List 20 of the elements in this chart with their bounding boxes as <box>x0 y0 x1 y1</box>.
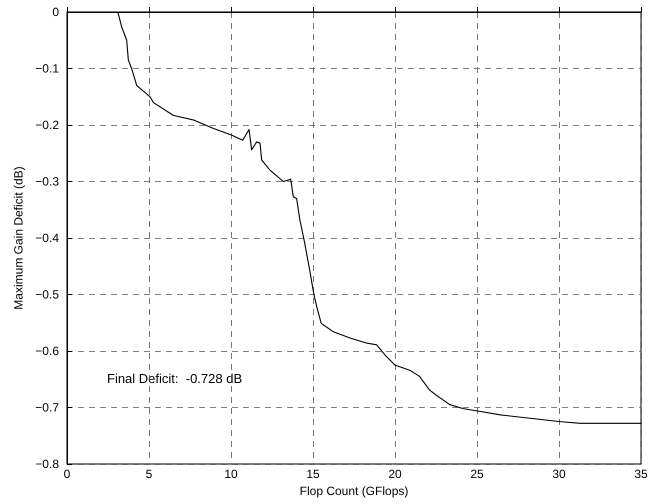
x-tick-label: 35 <box>634 467 648 481</box>
y-tick-label: −0.7 <box>35 400 60 414</box>
y-tick-label: −0.1 <box>35 62 60 76</box>
y-tick-label: −0.3 <box>35 174 60 188</box>
y-tick-label: −0.2 <box>35 118 60 132</box>
x-tick-label: 25 <box>470 467 484 481</box>
x-tick-label: 10 <box>224 467 238 481</box>
x-tick-label: 15 <box>306 467 320 481</box>
x-tick-label: 5 <box>146 467 153 481</box>
y-tick-label: 0 <box>52 5 60 19</box>
y-tick-label: −0.8 <box>35 457 60 471</box>
x-axis-title: Flop Count (GFlops) <box>300 484 408 498</box>
x-tick-label: 20 <box>388 467 402 481</box>
x-tick-label: 0 <box>64 467 71 481</box>
y-tick-label: −0.6 <box>35 344 60 358</box>
x-tick-label: 30 <box>552 467 566 481</box>
annotation: Final Deficit: -0.728 dB <box>107 371 242 386</box>
y-tick-label: −0.5 <box>35 288 60 302</box>
y-tick-label: −0.4 <box>35 231 60 245</box>
y-axis-title: Maximum Gain Deficit (dB) <box>11 166 26 310</box>
